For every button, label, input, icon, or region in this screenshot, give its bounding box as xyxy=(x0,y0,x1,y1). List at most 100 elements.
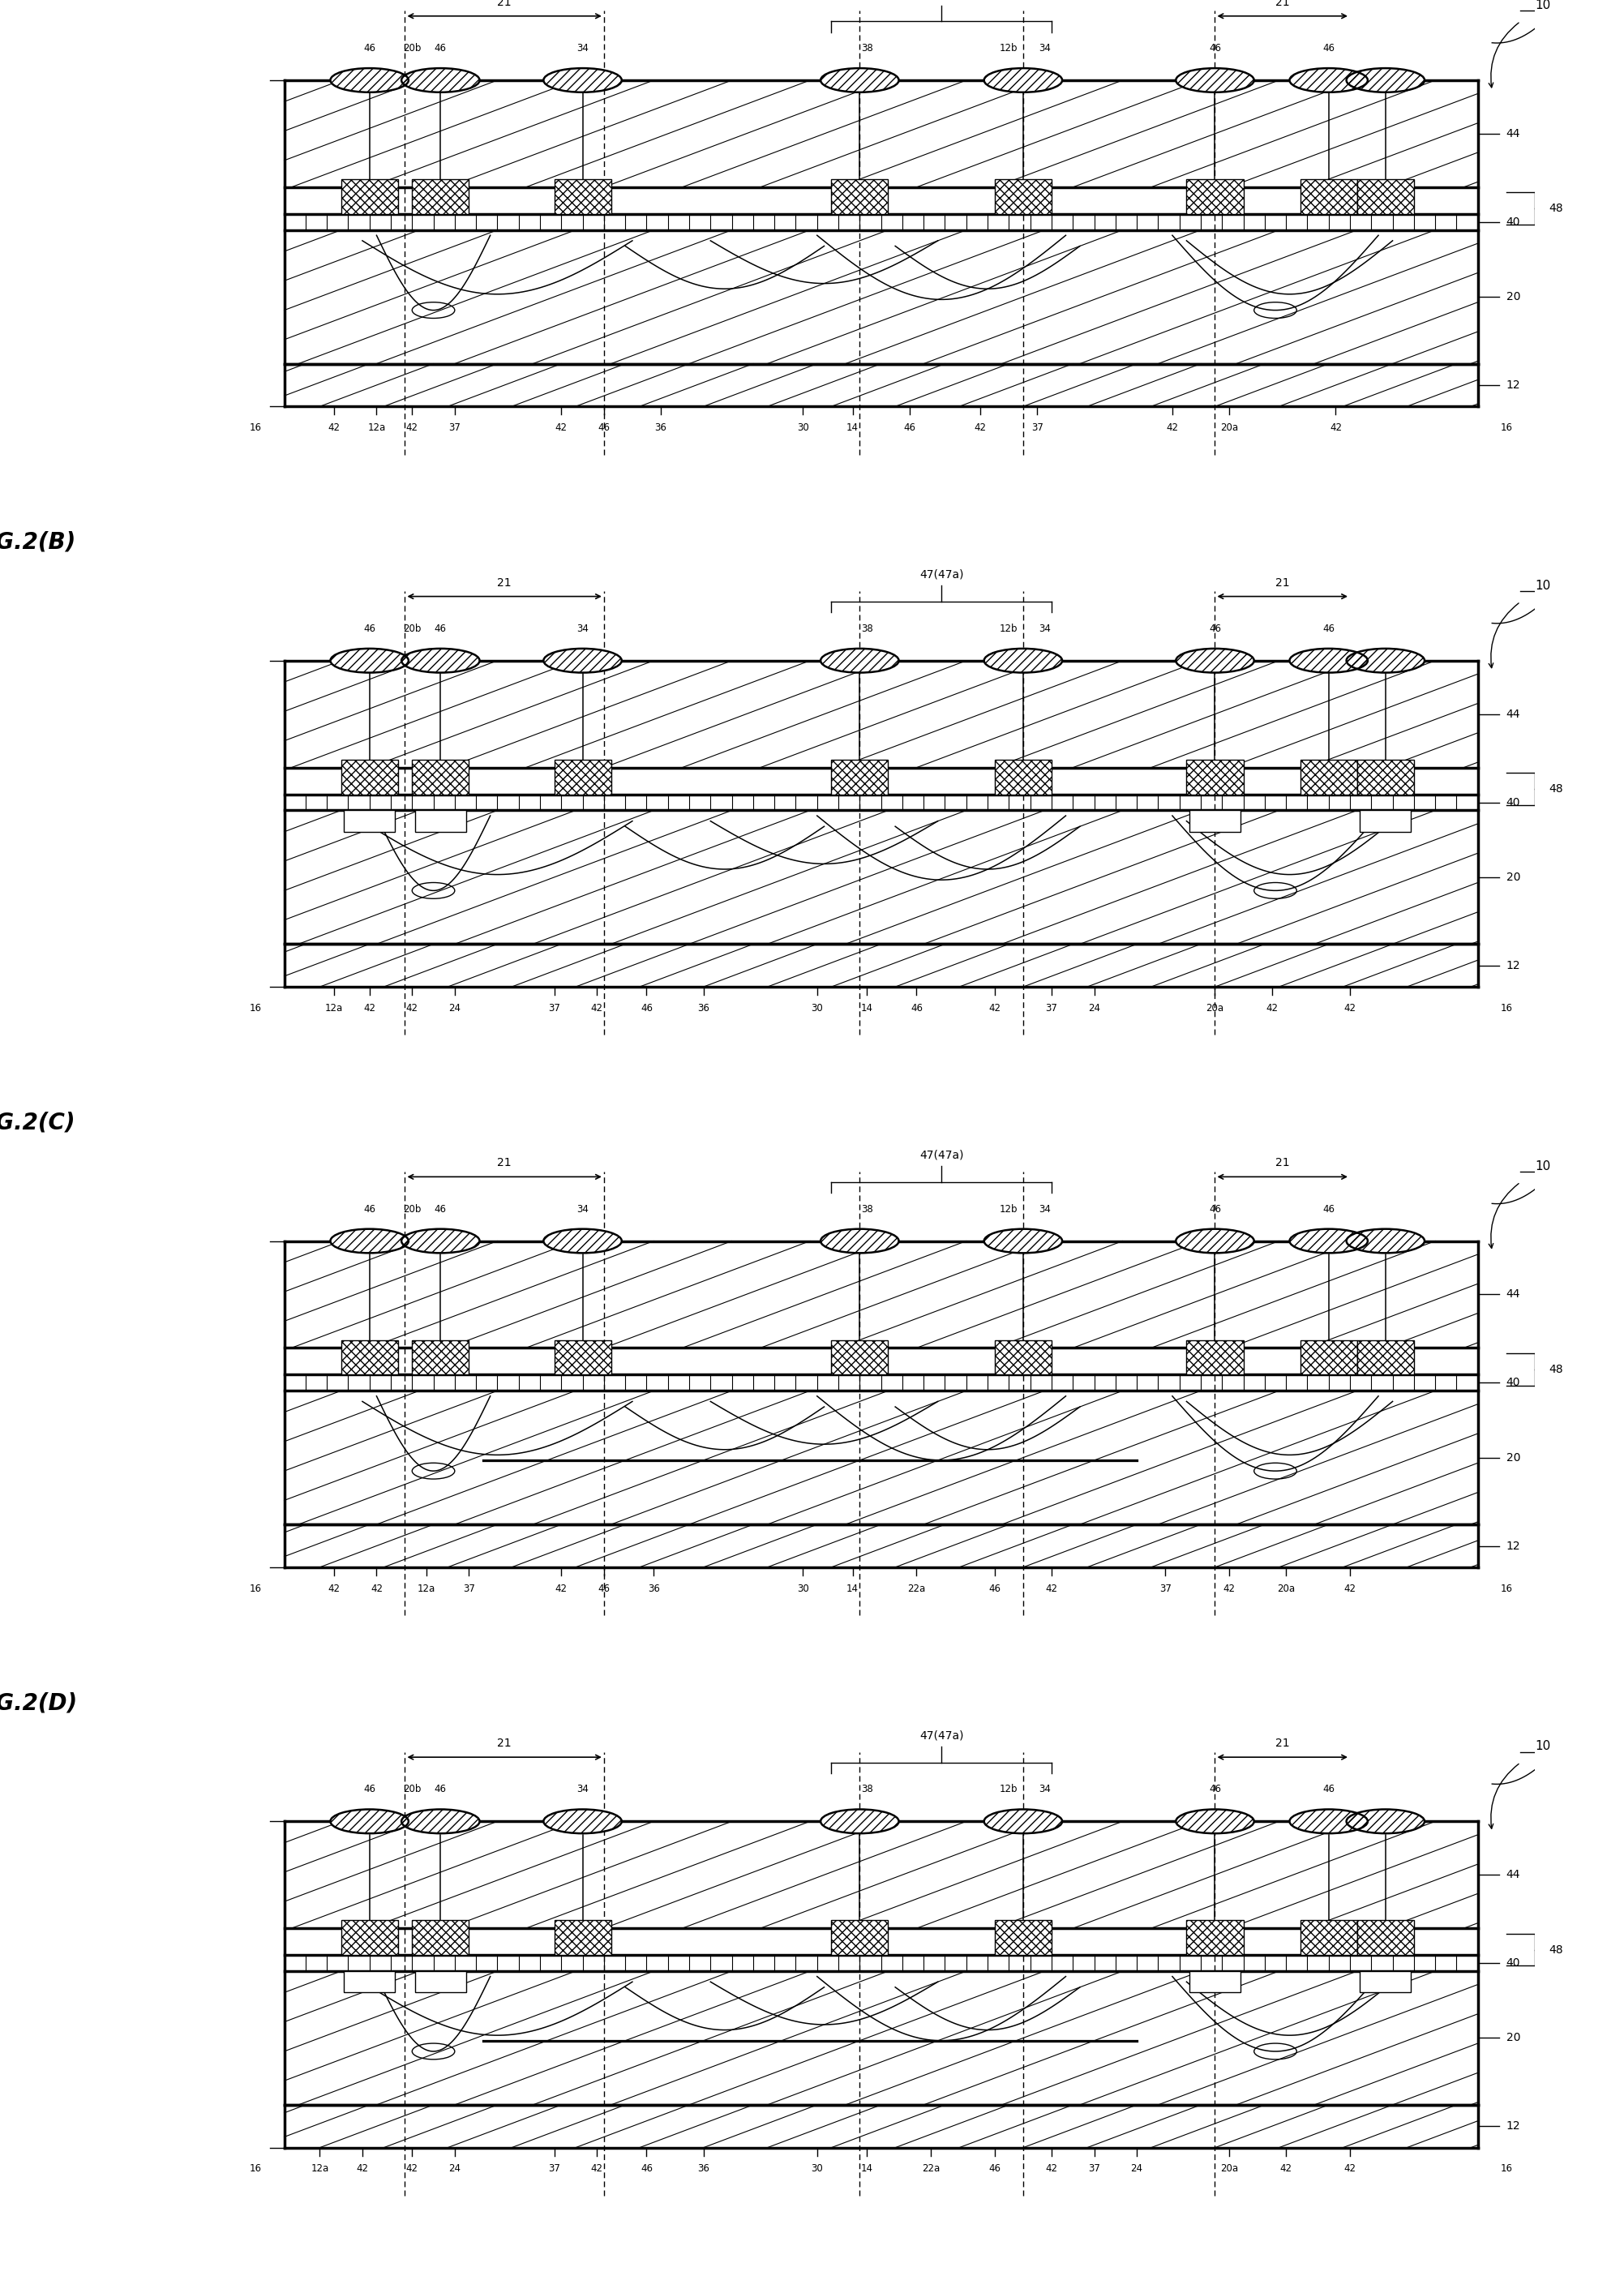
Text: 36: 36 xyxy=(697,1004,710,1013)
Text: 34: 34 xyxy=(577,624,588,633)
Text: 42: 42 xyxy=(406,2164,417,2174)
Text: 14: 14 xyxy=(861,1004,872,1013)
Bar xyxy=(284,364,1478,407)
Text: 34: 34 xyxy=(577,43,588,55)
Text: 42: 42 xyxy=(1345,1584,1356,1593)
Ellipse shape xyxy=(984,68,1062,93)
Text: 46: 46 xyxy=(364,624,375,633)
Text: 10: 10 xyxy=(1535,1161,1551,1172)
Ellipse shape xyxy=(401,1809,479,1834)
Text: 14: 14 xyxy=(846,423,859,432)
Bar xyxy=(341,1921,398,1955)
Ellipse shape xyxy=(544,68,622,93)
Ellipse shape xyxy=(1289,1229,1367,1254)
Ellipse shape xyxy=(1176,1809,1254,1834)
Bar xyxy=(412,1921,469,1955)
Text: 21: 21 xyxy=(497,578,512,589)
Text: 46: 46 xyxy=(1322,624,1335,633)
Text: 46: 46 xyxy=(435,43,447,55)
Text: 42: 42 xyxy=(555,423,567,432)
Bar xyxy=(1358,760,1415,794)
Bar xyxy=(284,794,1478,810)
Bar xyxy=(284,80,1478,187)
Bar xyxy=(341,760,398,794)
Text: 20: 20 xyxy=(1507,1452,1520,1463)
Bar xyxy=(284,1821,1478,1928)
Bar xyxy=(284,1375,1478,1391)
Text: 42: 42 xyxy=(364,1004,375,1013)
Text: 42: 42 xyxy=(591,2164,603,2174)
Bar xyxy=(284,1971,1478,2105)
Text: 46: 46 xyxy=(1322,1204,1335,1215)
Text: 42: 42 xyxy=(1280,2164,1293,2174)
Text: 30: 30 xyxy=(810,2164,823,2174)
Text: 34: 34 xyxy=(577,1204,588,1215)
Bar xyxy=(831,1921,888,1955)
Text: 20a: 20a xyxy=(1207,1004,1224,1013)
Bar xyxy=(412,1341,469,1375)
Text: 30: 30 xyxy=(797,1584,809,1593)
Bar xyxy=(831,760,888,794)
Bar xyxy=(284,364,1478,407)
Ellipse shape xyxy=(1289,68,1367,93)
Bar xyxy=(284,214,1478,230)
Text: 36: 36 xyxy=(697,2164,710,2174)
Bar xyxy=(1187,180,1244,214)
Ellipse shape xyxy=(820,1229,898,1254)
Bar xyxy=(284,660,1478,767)
Text: 46: 46 xyxy=(364,1204,375,1215)
Text: 24: 24 xyxy=(448,2164,461,2174)
Ellipse shape xyxy=(1176,1229,1254,1254)
Text: 16: 16 xyxy=(1501,423,1512,432)
Bar xyxy=(831,760,888,794)
Bar xyxy=(284,1955,1478,1971)
Ellipse shape xyxy=(1289,1809,1367,1834)
Ellipse shape xyxy=(820,1809,898,1834)
Ellipse shape xyxy=(330,1229,409,1254)
Bar xyxy=(1359,1971,1411,1992)
Bar xyxy=(994,760,1052,794)
Bar xyxy=(554,1341,611,1375)
Bar xyxy=(1358,1921,1415,1955)
Text: 42: 42 xyxy=(1046,1584,1057,1593)
Ellipse shape xyxy=(401,68,479,93)
Text: 38: 38 xyxy=(861,43,872,55)
Bar xyxy=(284,1391,1478,1525)
Text: 16: 16 xyxy=(1501,1584,1512,1593)
Bar xyxy=(412,1341,469,1375)
Text: 46: 46 xyxy=(989,2164,1000,2174)
Text: 37: 37 xyxy=(1046,1004,1057,1013)
Text: 37: 37 xyxy=(1031,423,1043,432)
Ellipse shape xyxy=(1346,1229,1424,1254)
Text: 37: 37 xyxy=(448,423,461,432)
Text: 46: 46 xyxy=(1208,624,1221,633)
Text: 16: 16 xyxy=(250,2164,261,2174)
Text: 14: 14 xyxy=(861,2164,872,2174)
Text: 21: 21 xyxy=(497,1739,512,1750)
Text: 42: 42 xyxy=(328,423,339,432)
Bar xyxy=(554,760,611,794)
Bar xyxy=(341,180,398,214)
Bar xyxy=(284,945,1478,988)
Text: 42: 42 xyxy=(1345,1004,1356,1013)
Bar xyxy=(284,1525,1478,1568)
Text: 42: 42 xyxy=(989,1004,1000,1013)
Bar xyxy=(994,180,1052,214)
Text: 12b: 12b xyxy=(1000,624,1018,633)
Text: 42: 42 xyxy=(370,1584,383,1593)
Text: 38: 38 xyxy=(861,1784,872,1793)
Ellipse shape xyxy=(401,1229,479,1254)
Bar xyxy=(1301,1921,1358,1955)
Text: 30: 30 xyxy=(797,423,809,432)
Text: 44: 44 xyxy=(1507,127,1520,139)
Bar xyxy=(554,760,611,794)
Bar xyxy=(284,660,1478,767)
Bar xyxy=(554,1341,611,1375)
Bar xyxy=(284,810,1478,945)
Bar xyxy=(416,1971,466,1992)
Bar xyxy=(412,760,469,794)
Text: 46: 46 xyxy=(1322,43,1335,55)
Text: 38: 38 xyxy=(861,624,872,633)
Text: 48: 48 xyxy=(1549,203,1564,214)
Text: 12b: 12b xyxy=(1000,1204,1018,1215)
